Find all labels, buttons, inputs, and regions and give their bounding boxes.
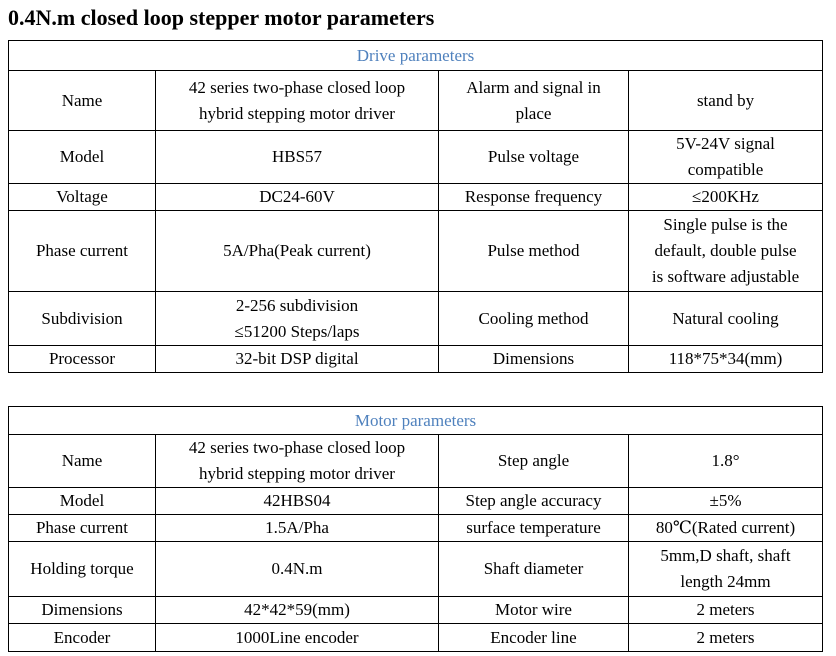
table-row: Model HBS57 Pulse voltage 5V-24V signal … (8, 130, 824, 184)
param-label: Pulse method (438, 210, 629, 292)
param-value: ±5% (627, 487, 824, 515)
table-row: Model 42HBS04 Step angle accuracy ±5% (8, 487, 824, 515)
param-label: Processor (8, 345, 156, 373)
table-row: Phase current 5A/Pha(Peak current) Pulse… (8, 210, 824, 292)
param-label: Phase current (8, 514, 156, 542)
param-label: Alarm and signal in place (438, 70, 629, 131)
param-label: Dimensions (8, 596, 156, 624)
param-label: Encoder (8, 623, 156, 652)
drive-parameters-title: Drive parameters (7, 40, 824, 71)
param-value: 42 series two-phase closed loop hybrid s… (155, 70, 439, 131)
param-value: stand by (627, 70, 824, 131)
table-row: Processor 32-bit DSP digital Dimensions … (8, 345, 824, 373)
param-value: HBS57 (155, 130, 439, 184)
param-value: 32-bit DSP digital (155, 345, 439, 373)
param-value: 42HBS04 (155, 487, 439, 515)
param-value: 0.4N.m (155, 541, 439, 597)
motor-parameters-title: Motor parameters (7, 406, 824, 435)
param-label: Response frequency (438, 183, 629, 211)
param-label: Holding torque (8, 541, 156, 597)
param-value: 1000Line encoder (155, 623, 439, 652)
param-label: Model (8, 130, 156, 184)
param-label: Dimensions (438, 345, 629, 373)
drive-parameters-table: Drive parameters Name 42 series two-phas… (7, 40, 824, 373)
table-row: Holding torque 0.4N.m Shaft diameter 5mm… (8, 541, 824, 597)
param-value: 80℃(Rated current) (627, 514, 824, 542)
param-value: 1.8° (627, 434, 824, 488)
param-value: 42*42*59(mm) (155, 596, 439, 624)
param-label: Phase current (8, 210, 156, 292)
param-value: Single pulse is the default, double puls… (627, 210, 824, 292)
param-value: 2 meters (627, 596, 824, 624)
param-value: 2-256 subdivision ≤51200 Steps/laps (155, 291, 439, 346)
param-value: 2 meters (627, 623, 824, 652)
table-row: Encoder 1000Line encoder Encoder line 2 … (8, 623, 824, 652)
param-label: Subdivision (8, 291, 156, 346)
param-label: Shaft diameter (438, 541, 629, 597)
table-title-row: Drive parameters (7, 40, 824, 71)
table-spacer (8, 373, 828, 406)
param-value: 42 series two-phase closed loop hybrid s… (155, 434, 439, 488)
table-title-row: Motor parameters (7, 406, 824, 435)
param-value: 5V-24V signal compatible (627, 130, 824, 184)
table-row: Subdivision 2-256 subdivision ≤51200 Ste… (8, 291, 824, 346)
page-title: 0.4N.m closed loop stepper motor paramet… (8, 5, 435, 30)
table-row: Voltage DC24-60V Response frequency ≤200… (8, 183, 824, 211)
param-value: DC24-60V (155, 183, 439, 211)
param-value: 5mm,D shaft, shaft length 24mm (627, 541, 824, 597)
param-label: Cooling method (438, 291, 629, 346)
param-label: Step angle accuracy (438, 487, 629, 515)
param-label: Voltage (8, 183, 156, 211)
param-label: Encoder line (438, 623, 629, 652)
table-row: Dimensions 42*42*59(mm) Motor wire 2 met… (8, 596, 824, 624)
table-row: Phase current 1.5A/Pha surface temperatu… (8, 514, 824, 542)
param-label: Name (8, 434, 156, 488)
param-value: ≤200KHz (627, 183, 824, 211)
motor-parameters-table: Motor parameters Name 42 series two-phas… (7, 406, 824, 652)
param-label: Model (8, 487, 156, 515)
param-label: Step angle (438, 434, 629, 488)
param-label: Motor wire (438, 596, 629, 624)
param-value: 118*75*34(mm) (627, 345, 824, 373)
param-value: 1.5A/Pha (155, 514, 439, 542)
param-label: Pulse voltage (438, 130, 629, 184)
param-label: Name (8, 70, 156, 131)
table-row: Name 42 series two-phase closed loop hyb… (8, 70, 824, 131)
param-value: Natural cooling (627, 291, 824, 346)
param-value: 5A/Pha(Peak current) (155, 210, 439, 292)
table-row: Name 42 series two-phase closed loop hyb… (8, 434, 824, 488)
param-label: surface temperature (438, 514, 629, 542)
